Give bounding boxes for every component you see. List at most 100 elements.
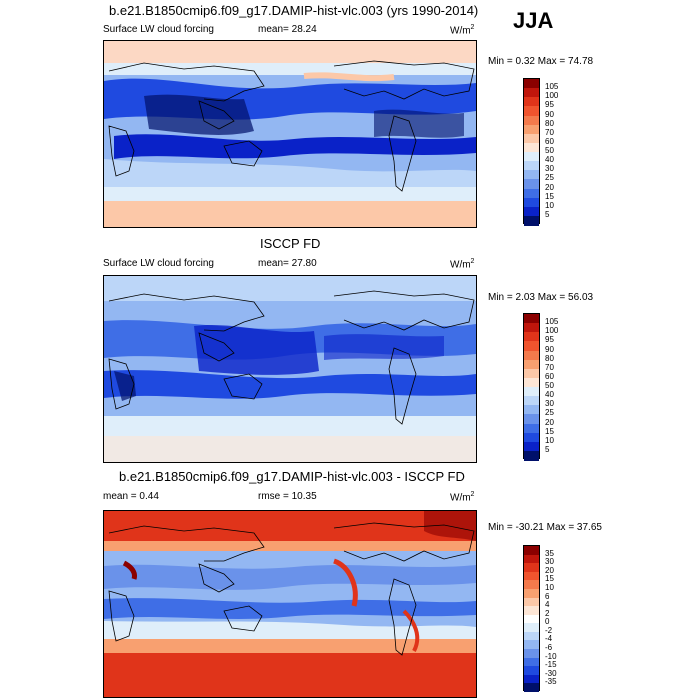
- colorbar-segment: [524, 623, 539, 633]
- colorbar-segment: [524, 606, 539, 616]
- colorbar-segment: [524, 405, 539, 415]
- colorbar-segment: [524, 197, 539, 208]
- colorbar-tick-label: 40: [545, 155, 554, 165]
- colorbar-tick-label: -2: [545, 625, 553, 635]
- colorbar-segment: [524, 124, 539, 135]
- season-label: JJA: [513, 8, 554, 33]
- colorbar-segment: [524, 215, 539, 226]
- colorbar-tick-label: 25: [545, 408, 554, 418]
- colorbar-tick-label: 20: [545, 182, 554, 192]
- panel3-rmse: rmse = 10.35: [258, 491, 317, 502]
- colorbar-segment: [524, 640, 539, 650]
- colorbar-segment: [524, 106, 539, 116]
- colorbar-tick-label: 4: [545, 600, 550, 610]
- colorbar-tick-label: 10: [545, 435, 554, 445]
- panel1-colorbar-box: [523, 78, 540, 226]
- colorbar-segment: [524, 423, 539, 434]
- colorbar-segment: [524, 666, 539, 676]
- colorbar-tick-label: -10: [545, 651, 557, 661]
- colorbar-segment: [524, 359, 539, 370]
- colorbar-tick-label: 30: [545, 164, 554, 174]
- colorbar-tick-label: 2: [545, 608, 550, 618]
- colorbar-segment: [524, 563, 539, 573]
- colorbar-segment: [524, 571, 539, 581]
- colorbar-segment: [524, 396, 539, 406]
- colorbar-segment: [524, 450, 539, 461]
- colorbar-tick-label: 90: [545, 109, 554, 119]
- colorbar-tick-label: 15: [545, 426, 554, 436]
- colorbar-segment: [524, 649, 539, 659]
- colorbar-tick-label: 25: [545, 173, 554, 183]
- panel3-minmax: Min = -30.21 Max = 37.65: [488, 522, 602, 533]
- colorbar-tick-label: 70: [545, 127, 554, 137]
- colorbar-segment: [524, 206, 539, 217]
- colorbar-segment: [524, 432, 539, 443]
- colorbar-tick-label: 70: [545, 362, 554, 372]
- colorbar-tick-label: 95: [545, 335, 554, 345]
- colorbar-tick-label: -35: [545, 677, 557, 687]
- colorbar-tick-label: 80: [545, 118, 554, 128]
- panel2-map-field: [104, 276, 476, 462]
- colorbar-segment: [524, 554, 539, 564]
- panel2-minmax: Min = 2.03 Max = 56.03: [488, 292, 594, 303]
- colorbar-tick-label: 90: [545, 344, 554, 354]
- colorbar-segment: [524, 614, 539, 624]
- colorbar-tick-label: -15: [545, 660, 557, 670]
- colorbar-segment: [524, 142, 539, 153]
- colorbar-tick-label: 15: [545, 191, 554, 201]
- colorbar-segment: [524, 323, 539, 333]
- colorbar-segment: [524, 657, 539, 667]
- colorbar-tick-label: 60: [545, 136, 554, 146]
- colorbar-tick-label: 100: [545, 326, 559, 336]
- panel2-variable: Surface LW cloud forcing: [103, 258, 214, 269]
- colorbar-segment: [524, 377, 539, 388]
- colorbar-segment: [524, 441, 539, 452]
- colorbar-tick-label: 30: [545, 557, 554, 567]
- colorbar-tick-label: 50: [545, 146, 554, 155]
- panel1-minmax: Min = 0.32 Max = 74.78: [488, 56, 594, 67]
- panel3-units: W/m2: [450, 491, 475, 504]
- colorbar-tick-label: -4: [545, 634, 553, 644]
- colorbar-tick-label: 40: [545, 390, 554, 400]
- colorbar-segment: [524, 152, 539, 162]
- panel3-map-field: [104, 511, 476, 697]
- colorbar-segment: [524, 188, 539, 199]
- colorbar-tick-label: 0: [545, 617, 550, 627]
- colorbar-segment: [524, 314, 539, 324]
- panel1-mean: mean= 28.24: [258, 24, 317, 35]
- colorbar-segment: [524, 683, 539, 693]
- colorbar-tick-label: 100: [545, 91, 559, 101]
- colorbar-tick-label: 15: [545, 574, 554, 584]
- colorbar-tick-label: 35: [545, 548, 554, 558]
- colorbar-tick-label: 20: [545, 565, 554, 575]
- panel3-mean: mean = 0.44: [103, 491, 159, 502]
- colorbar-tick-label: -30: [545, 668, 557, 678]
- colorbar-segment: [524, 179, 539, 189]
- colorbar-tick-label: 10: [545, 582, 554, 592]
- colorbar-tick-label: 80: [545, 353, 554, 363]
- colorbar-segment: [524, 597, 539, 607]
- colorbar-tick-label: 10: [545, 200, 554, 210]
- colorbar-segment: [524, 674, 539, 684]
- panel3-colorbar-box: [523, 545, 540, 693]
- colorbar-tick-label: 6: [545, 591, 550, 601]
- colorbar-segment: [524, 161, 539, 171]
- colorbar-segment: [524, 631, 539, 641]
- colorbar-segment: [524, 79, 539, 89]
- panel2-colorbar-box: [523, 313, 540, 461]
- colorbar-segment: [524, 580, 539, 590]
- colorbar-tick-label: 95: [545, 100, 554, 110]
- colorbar-segment: [524, 588, 539, 599]
- colorbar-tick-label: 5: [545, 209, 550, 219]
- colorbar-tick-label: 5: [545, 444, 550, 454]
- panel1-map-field: [104, 41, 476, 227]
- colorbar-segment: [524, 387, 539, 397]
- panel1-variable: Surface LW cloud forcing: [103, 24, 214, 35]
- colorbar-segment: [524, 97, 539, 107]
- panel1-title: b.e21.B1850cmip6.f09_g17.DAMIP-hist-vlc.…: [109, 3, 479, 18]
- colorbar-segment: [524, 88, 539, 98]
- colorbar-segment: [524, 350, 539, 361]
- panel2-title: ISCCP FD: [260, 236, 321, 251]
- panel2-map: [103, 275, 477, 463]
- colorbar-tick-label: 50: [545, 381, 554, 390]
